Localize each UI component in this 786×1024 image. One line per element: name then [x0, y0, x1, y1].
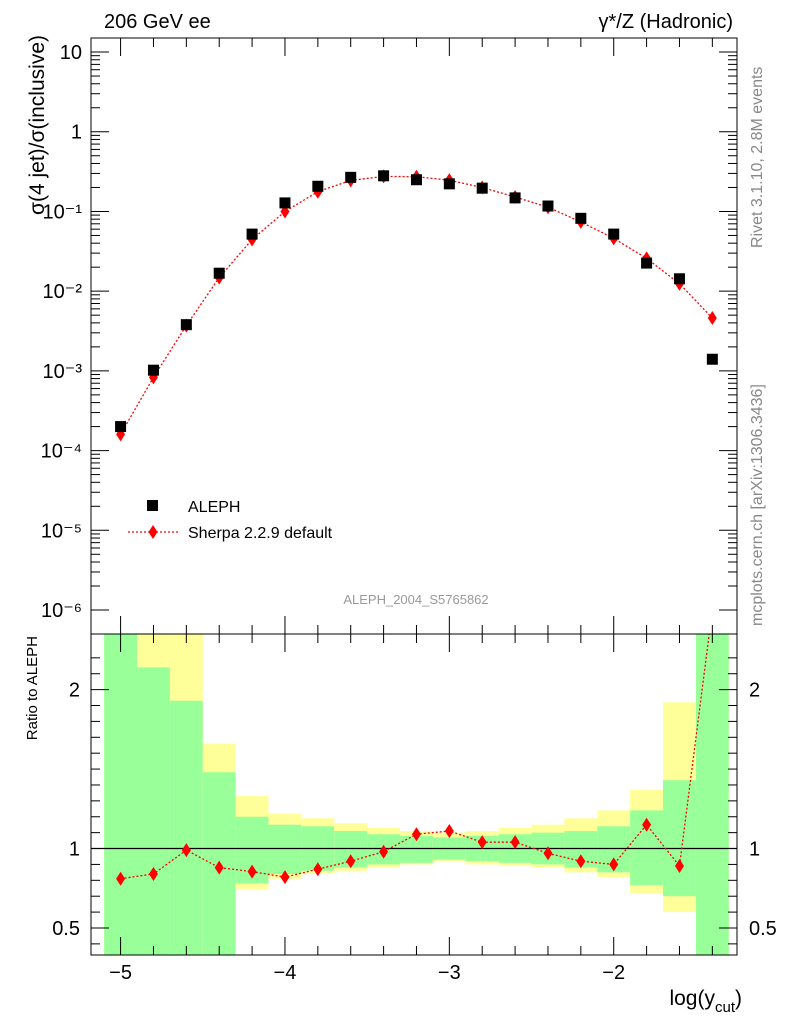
data-point: [542, 200, 554, 212]
data-point: [509, 192, 521, 204]
axis-tick-labels: −5 −4 −3 −2 10 1 10⁻¹ 10⁻² 10⁻³ 10⁻⁴ 10⁻⁵ 10⁻⁶ 2 2 1 1 0…: [41, 42, 777, 984]
data-point: [673, 273, 685, 285]
data-point: [279, 197, 291, 209]
data-point: [410, 174, 422, 186]
mc-point-ratio: [247, 864, 257, 879]
data-point: [345, 171, 357, 183]
header-left: 206 GeV ee: [104, 11, 211, 33]
y-tick-label-ratio-right: 0.5: [749, 918, 777, 940]
y-tick-label-main: 1: [71, 122, 82, 144]
mc-point-main: [707, 311, 717, 326]
data-point: [378, 170, 390, 182]
mc-point-ratio: [181, 843, 191, 858]
x-axis-title: log(ycut): [669, 987, 742, 1016]
legend-marker-mc: [148, 525, 158, 539]
y-tick-label-ratio: 1: [69, 839, 80, 861]
y-tick-label-main: 10⁻⁵: [41, 520, 82, 542]
mc-point-ratio: [411, 827, 421, 842]
band-inner: [663, 780, 696, 897]
band-inner: [268, 824, 302, 874]
mc-point-ratio: [609, 857, 619, 872]
legend: ALEPH Sherpa 2.2.9 default: [128, 499, 333, 542]
x-tick-label: −2: [602, 962, 625, 984]
mc-point-ratio: [674, 859, 684, 874]
rivet-label: Rivet 3.1.10, 2.8M events: [749, 67, 766, 248]
data-point: [115, 421, 127, 433]
y-tick-label-main: 10⁻⁴: [41, 441, 82, 463]
y-tick-label-ratio-right: 2: [749, 680, 760, 702]
mc-point-ratio: [642, 817, 652, 832]
mc-point-ratio: [214, 860, 224, 875]
mc-point-ratio: [444, 824, 454, 839]
legend-label-mc: Sherpa 2.2.9 default: [188, 525, 333, 542]
band-inner: [695, 634, 729, 955]
x-tick-label: −4: [274, 962, 297, 984]
y-tick-label-main: 10⁻⁶: [41, 600, 82, 622]
x-axis-title-close: ): [735, 987, 742, 1010]
y-tick-label-ratio: 0.5: [52, 918, 80, 940]
y-tick-label-ratio-right: 1: [749, 839, 760, 861]
y-tick-label-main: 10⁻²: [43, 281, 83, 303]
analysis-tag: ALEPH_2004_S5765862: [343, 592, 488, 607]
x-axis-title-sub: cut: [715, 999, 736, 1016]
mc-point-ratio: [576, 854, 586, 869]
x-tick-label: −5: [109, 962, 132, 984]
mc-point-ratio: [477, 835, 487, 850]
band-inner: [104, 634, 138, 955]
ratio-panel-frame: [90, 633, 738, 956]
main-ylabel: σ(4 jet)/σ(inclusive): [26, 35, 49, 215]
mc-point-ratio: [313, 862, 323, 877]
data-point: [706, 353, 718, 365]
ratio-uncertainty-bands: [104, 634, 729, 955]
header-right: γ*/Z (Hadronic): [599, 11, 733, 33]
data-series: [115, 170, 718, 433]
data-point: [443, 178, 455, 190]
axis-ticks: [91, 38, 737, 955]
data-point: [312, 180, 324, 192]
x-tick-label: −3: [438, 962, 461, 984]
x-axis-title-main: log(y: [669, 987, 715, 1010]
mc-line-main: [120, 175, 713, 435]
y-tick-label-main: 10⁻¹: [43, 201, 83, 223]
band-inner: [169, 700, 203, 955]
data-point: [180, 319, 192, 331]
data-point: [246, 228, 258, 240]
mcplots-label: mcplots.cern.ch [arXiv:1306.3436]: [749, 384, 766, 626]
y-tick-label-main: 10⁻³: [43, 361, 83, 383]
y-tick-label-ratio: 2: [69, 680, 80, 702]
data-point: [575, 212, 587, 224]
data-point: [147, 364, 159, 376]
legend-label-data: ALEPH: [188, 499, 240, 516]
mc-point-ratio: [543, 846, 553, 861]
main-panel-frame: [90, 37, 738, 635]
ratio-ylabel: Ratio to ALEPH: [24, 636, 41, 740]
mc-point-ratio: [116, 871, 126, 886]
mc-point-ratio: [148, 866, 158, 881]
mc-point-ratio: [379, 844, 389, 859]
mc-point-ratio: [346, 854, 356, 869]
mc-point-ratio: [280, 870, 290, 885]
data-point: [213, 267, 225, 279]
mc-point-ratio: [510, 835, 520, 850]
data-point: [476, 182, 488, 194]
data-point: [608, 228, 620, 240]
data-point: [641, 257, 653, 269]
y-tick-label-main: 10: [60, 42, 82, 64]
legend-marker-data: [147, 500, 158, 511]
band-inner: [137, 667, 170, 955]
